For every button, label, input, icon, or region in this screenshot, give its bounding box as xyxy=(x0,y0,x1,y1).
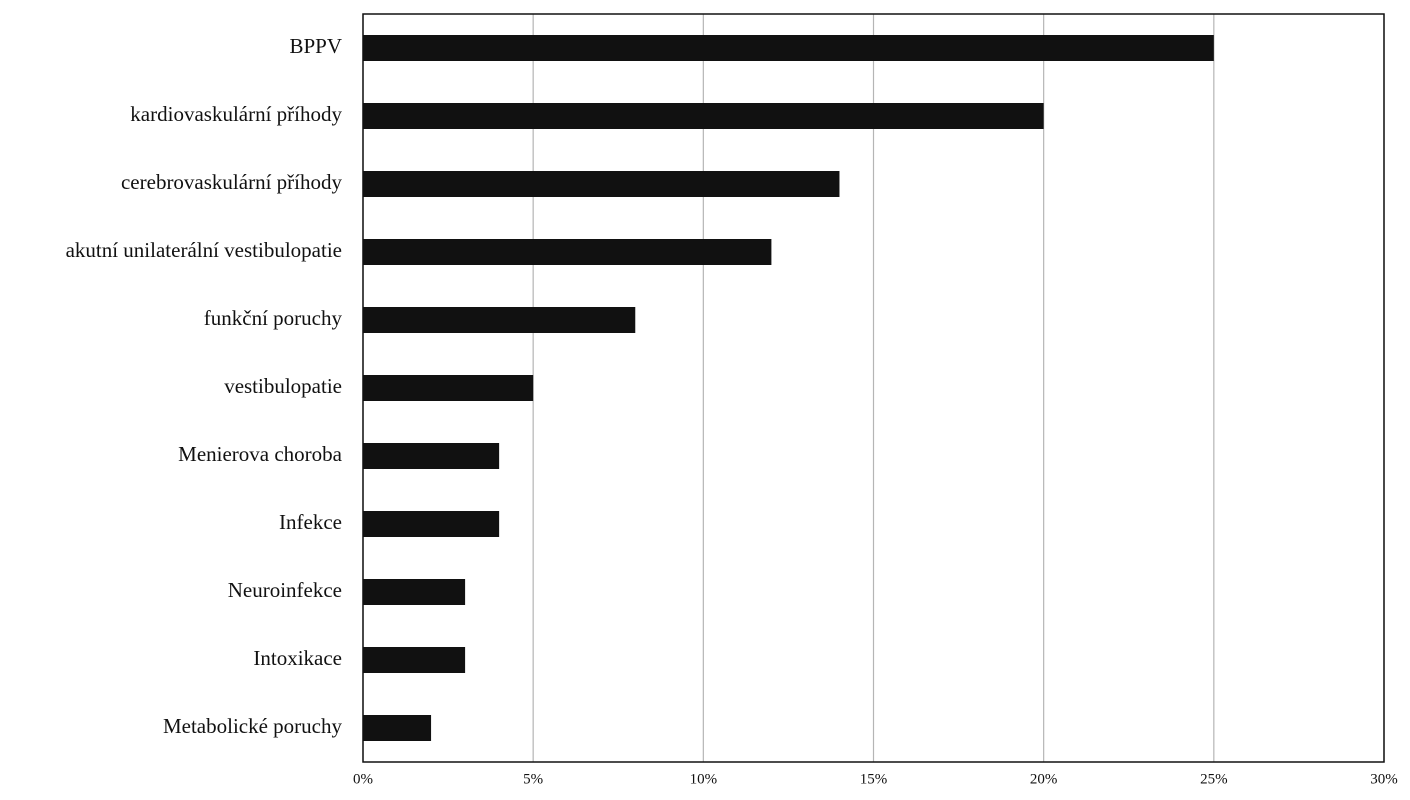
x-tick-label: 30% xyxy=(1370,771,1398,787)
y-tick-label: funkční poruchy xyxy=(204,306,343,330)
bar xyxy=(363,715,432,741)
y-tick-label: Intoxikace xyxy=(253,646,342,670)
bar xyxy=(363,375,534,401)
bar xyxy=(363,647,466,673)
y-tick-label: Neuroinfekce xyxy=(228,578,342,602)
y-tick-label: Menierova choroba xyxy=(178,442,343,466)
y-tick-label: vestibulopatie xyxy=(224,374,342,398)
y-tick-label: akutní unilaterální vestibulopatie xyxy=(66,238,342,262)
x-tick-label: 20% xyxy=(1030,771,1058,787)
y-tick-label: cerebrovaskulární příhody xyxy=(121,170,343,194)
bar xyxy=(363,579,466,605)
y-tick-label: Infekce xyxy=(279,510,342,534)
bar xyxy=(363,35,1214,61)
y-tick-label: kardiovaskulární příhody xyxy=(130,102,342,126)
y-tick-label: BPPV xyxy=(289,34,342,58)
x-tick-label: 25% xyxy=(1200,771,1228,787)
bar xyxy=(363,171,840,197)
bar xyxy=(363,443,500,469)
bar xyxy=(363,511,500,537)
plot-border xyxy=(362,13,1385,763)
x-tick-label: 0% xyxy=(353,771,373,787)
x-tick-label: 5% xyxy=(523,771,543,787)
x-tick-label: 15% xyxy=(860,771,888,787)
bar xyxy=(363,103,1044,129)
y-tick-label: Metabolické poruchy xyxy=(163,714,343,738)
x-tick-label: 10% xyxy=(690,771,718,787)
bar xyxy=(363,307,636,333)
bar xyxy=(363,239,772,265)
